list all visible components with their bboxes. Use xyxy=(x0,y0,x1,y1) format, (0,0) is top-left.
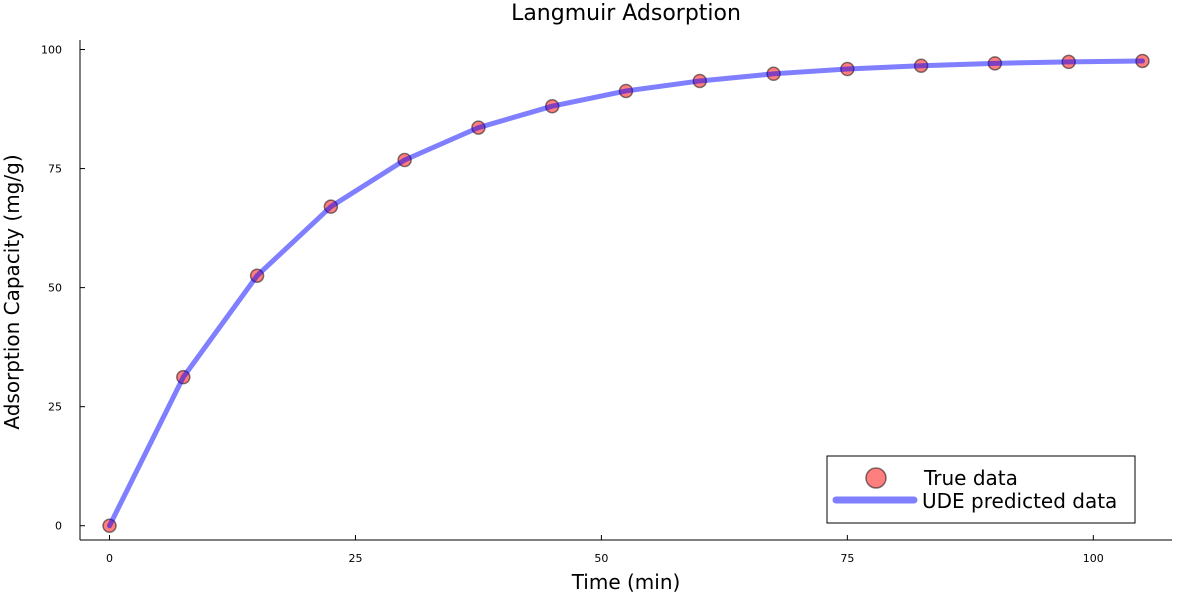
y-tick-label: 100 xyxy=(41,44,62,57)
ude-predicted-line xyxy=(107,58,1145,529)
legend-label-true-data: True data xyxy=(923,466,1018,490)
x-tick-label: 50 xyxy=(594,552,608,565)
chart-title: Langmuir Adsorption xyxy=(511,1,741,26)
y-tick-label: 25 xyxy=(48,401,62,414)
y-tick-label: 50 xyxy=(48,282,62,295)
legend-label-ude-predicted: UDE predicted data xyxy=(922,489,1117,513)
legend-box xyxy=(826,455,1136,524)
y-axis-title: Adsorption Capacity (mg/g) xyxy=(0,154,24,429)
x-tick-label: 0 xyxy=(106,552,113,565)
x-ticks: 0 25 50 75 100 xyxy=(106,535,1104,565)
legend: True data UDE predicted data xyxy=(826,455,1136,524)
x-tick-label: 25 xyxy=(348,552,362,565)
x-axis-title: Time (min) xyxy=(571,570,681,594)
legend-marker-true-data xyxy=(865,467,887,489)
y-tick-label: 75 xyxy=(48,163,62,176)
x-tick-label: 100 xyxy=(1083,552,1104,565)
y-tick-label: 0 xyxy=(55,520,62,533)
x-tick-label: 75 xyxy=(840,552,854,565)
y-ticks: 0 25 50 75 100 xyxy=(41,44,85,533)
series-layer xyxy=(102,53,1150,533)
